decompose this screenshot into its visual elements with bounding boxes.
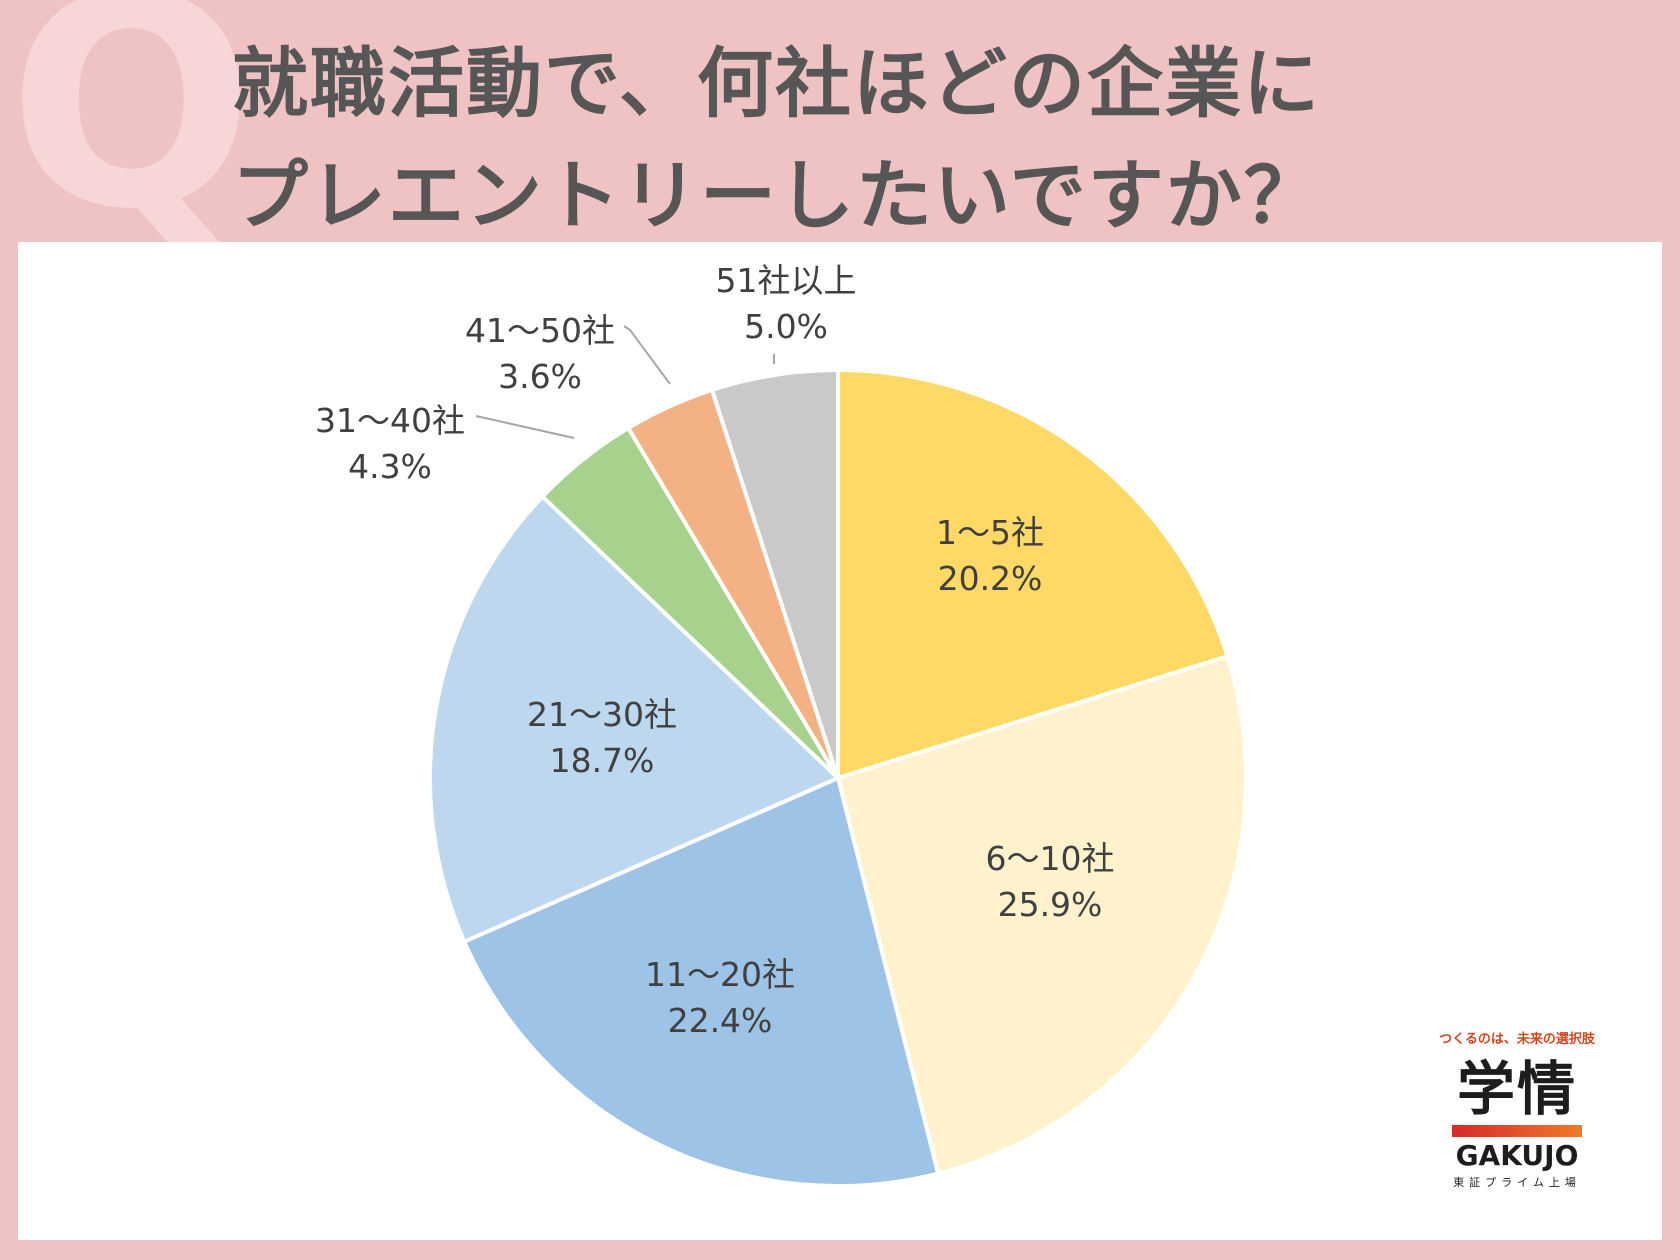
question-mark-q: Q <box>8 0 255 273</box>
slice-label-category-3: 11～20社 <box>645 955 795 994</box>
logo-tagline: つくるのは、未来の選択肢 <box>1439 1032 1595 1047</box>
slice-label-value-4: 18.7% <box>550 741 655 780</box>
title-line-2: プレエントリーしたいですか？ <box>232 151 1322 240</box>
logo-gradient-bar <box>1452 1125 1582 1137</box>
page-title: 就職活動で、何社ほどの企業に プレエントリーしたいですか？ <box>232 28 1652 252</box>
pie-slice-4 <box>428 493 842 945</box>
slice-label-value-1: 20.2% <box>938 559 1043 598</box>
chart-panel: 1～5社 20.2% 6～10社 25.9% 11～20社 22.4% 21～30社 18.7… <box>18 242 1662 1240</box>
slice-label-category-1: 1～5社 <box>936 513 1044 552</box>
leader-line-5 <box>475 415 575 439</box>
pie-chart: 1～5社 20.2% 6～10社 25.9% 11～20社 22.4% 21～30社 18.7… <box>315 261 1248 1188</box>
slice-label-value-7: 5.0% <box>744 307 828 346</box>
slice-label-category-7: 51社以上 <box>716 261 857 300</box>
slice-label-value-6: 3.6% <box>498 357 582 396</box>
logo-subtitle: 東証プライム上場 <box>1453 1176 1581 1189</box>
pie-slice-7 <box>709 367 840 779</box>
slice-label-value-2: 25.9% <box>998 885 1103 924</box>
slice-label-value-5: 4.3% <box>348 447 432 486</box>
logo-name-jp: 学情 <box>1456 1055 1577 1123</box>
title-line-1: 就職活動で、何社ほどの企業に <box>232 39 1321 128</box>
slice-label-value-3: 22.4% <box>668 1001 773 1040</box>
slice-label-category-5: 31～40社 <box>315 401 465 440</box>
slice-label-category-2: 6～10社 <box>986 839 1115 878</box>
gakujo-logo: つくるのは、未来の選択肢 学情 GAKUJO 東証プライム上場 <box>1412 1028 1622 1218</box>
slice-label-category-6: 41～50社 <box>465 311 615 350</box>
logo-name-en: GAKUJO <box>1455 1139 1579 1172</box>
slice-label-category-4: 21～30社 <box>527 695 677 734</box>
pie-slice-2 <box>835 653 1248 1176</box>
pie-slice-3 <box>461 775 941 1188</box>
leader-line-6 <box>623 325 671 385</box>
pie-slice-1 <box>836 367 1230 781</box>
